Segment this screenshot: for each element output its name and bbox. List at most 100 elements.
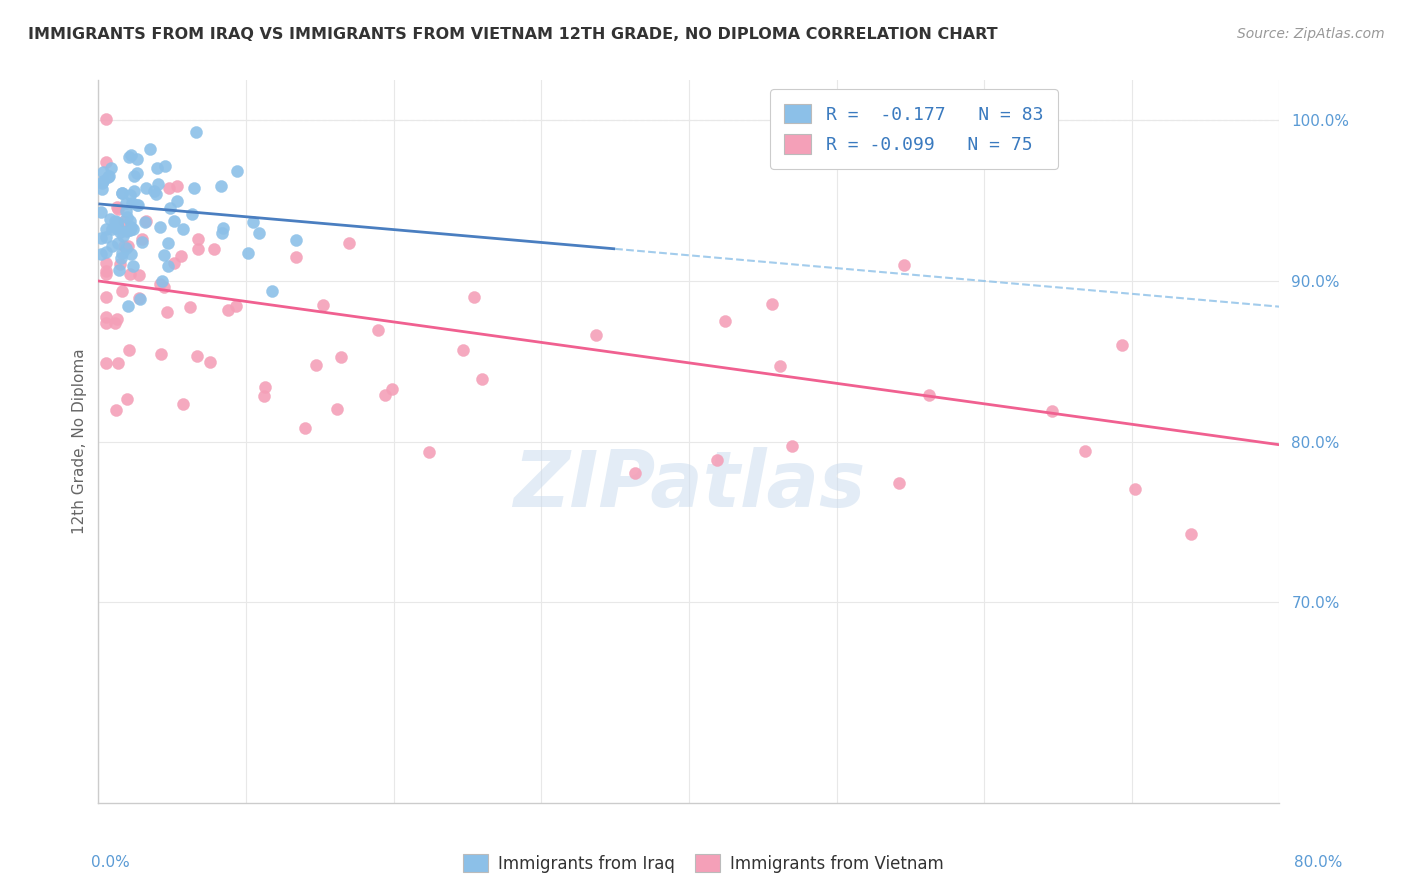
Point	[101, 239, 124, 253]
Point	[260, 284, 283, 298]
Point	[107, 235, 129, 250]
Point	[117, 300, 139, 314]
Point	[101, 222, 124, 236]
Point	[153, 159, 176, 173]
Point	[122, 184, 145, 198]
Point	[94, 356, 117, 370]
Point	[98, 212, 121, 227]
Text: 80.0%: 80.0%	[1295, 855, 1343, 870]
Point	[90, 230, 112, 244]
Point	[893, 258, 915, 272]
Point	[107, 263, 129, 277]
Point	[125, 166, 148, 180]
Point	[374, 388, 396, 402]
Point	[105, 215, 128, 229]
Point	[337, 235, 360, 250]
Point	[159, 202, 181, 216]
Point	[163, 214, 186, 228]
Point	[91, 174, 114, 188]
Point	[170, 249, 193, 263]
Point	[706, 453, 728, 467]
Point	[225, 299, 247, 313]
Point	[115, 203, 138, 218]
Point	[127, 198, 149, 212]
Point	[108, 225, 131, 239]
Point	[179, 300, 201, 314]
Point	[125, 153, 148, 167]
Point	[153, 248, 176, 262]
Point	[769, 359, 792, 373]
Point	[714, 313, 737, 327]
Point	[155, 305, 177, 319]
Point	[247, 227, 270, 241]
Point	[139, 143, 162, 157]
Point	[166, 194, 188, 209]
Point	[202, 242, 225, 256]
Point	[91, 177, 114, 191]
Point	[128, 292, 150, 306]
Point	[1180, 526, 1202, 541]
Point	[112, 229, 135, 244]
Point	[624, 466, 647, 480]
Point	[211, 226, 233, 240]
Point	[172, 397, 194, 411]
Point	[585, 327, 607, 342]
Point	[122, 222, 145, 236]
Text: 0.0%: 0.0%	[91, 855, 131, 870]
Point	[115, 224, 138, 238]
Point	[187, 232, 209, 246]
Point	[94, 310, 117, 324]
Point	[108, 257, 131, 271]
Point	[367, 323, 389, 337]
Point	[242, 215, 264, 229]
Point	[294, 421, 316, 435]
Point	[115, 392, 138, 407]
Point	[329, 351, 352, 365]
Point	[284, 234, 307, 248]
Point	[120, 187, 142, 202]
Point	[120, 267, 142, 281]
Text: ZIPatlas: ZIPatlas	[513, 447, 865, 523]
Point	[110, 251, 132, 265]
Point	[163, 256, 186, 270]
Point	[253, 389, 276, 403]
Point	[107, 216, 129, 230]
Point	[107, 220, 129, 235]
Point	[105, 402, 128, 417]
Point	[118, 214, 141, 228]
Point	[150, 274, 173, 288]
Legend: Immigrants from Iraq, Immigrants from Vietnam: Immigrants from Iraq, Immigrants from Vi…	[456, 847, 950, 880]
Point	[305, 358, 328, 372]
Point	[149, 277, 172, 292]
Point	[114, 239, 136, 253]
Point	[115, 211, 138, 225]
Point	[97, 169, 120, 183]
Point	[93, 165, 115, 179]
Point	[157, 181, 180, 195]
Point	[94, 229, 117, 244]
Point	[94, 264, 117, 278]
Point	[453, 343, 475, 358]
Point	[97, 170, 120, 185]
Point	[217, 303, 239, 318]
Point	[111, 186, 134, 200]
Point	[381, 382, 404, 396]
Point	[186, 350, 208, 364]
Point	[1040, 403, 1063, 417]
Point	[121, 259, 143, 273]
Point	[918, 388, 941, 402]
Point	[135, 214, 157, 228]
Point	[184, 125, 207, 139]
Point	[118, 343, 141, 358]
Point	[225, 163, 247, 178]
Text: Source: ZipAtlas.com: Source: ZipAtlas.com	[1237, 27, 1385, 41]
Text: IMMIGRANTS FROM IRAQ VS IMMIGRANTS FROM VIETNAM 12TH GRADE, NO DIPLOMA CORRELATI: IMMIGRANTS FROM IRAQ VS IMMIGRANTS FROM …	[28, 27, 998, 42]
Point	[117, 239, 139, 253]
Point	[94, 155, 117, 169]
Point	[463, 289, 485, 303]
Point	[153, 279, 176, 293]
Point	[115, 241, 138, 255]
Y-axis label: 12th Grade, No Diploma: 12th Grade, No Diploma	[72, 349, 87, 534]
Point	[198, 354, 221, 368]
Point	[120, 147, 142, 161]
